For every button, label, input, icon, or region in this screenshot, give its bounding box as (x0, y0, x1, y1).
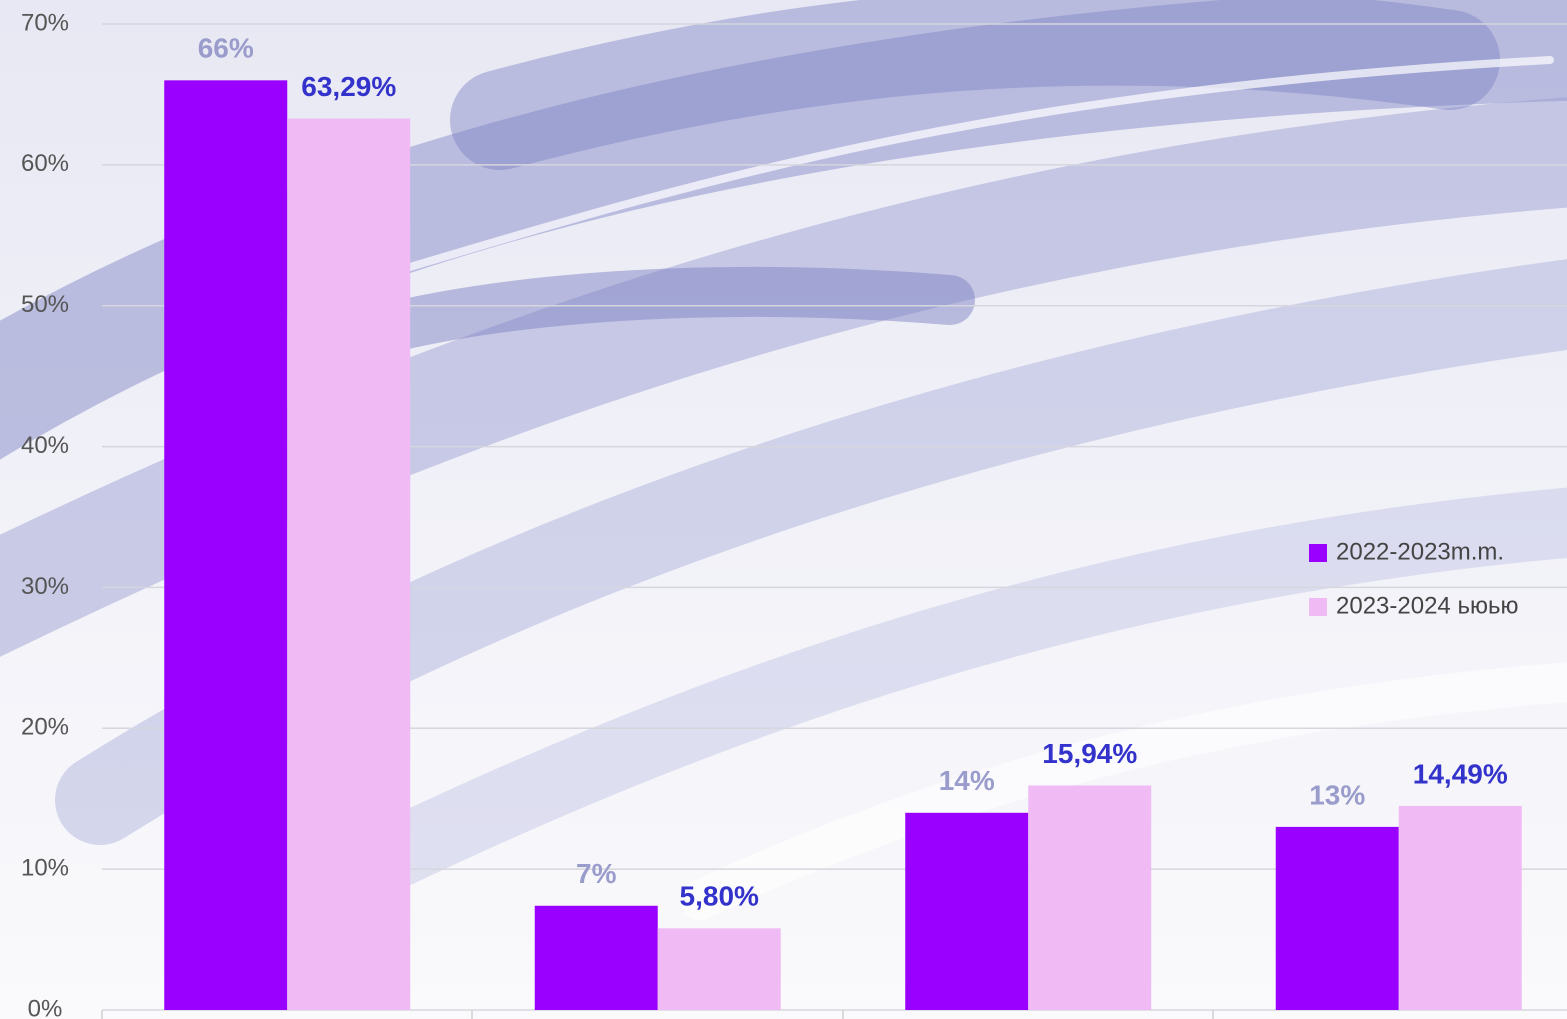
bar (164, 80, 288, 1011)
legend-label: 2022-2023m.m. (1336, 538, 1504, 565)
y-tick-label: 40% (21, 432, 69, 459)
category-separators (101, 1010, 1214, 1019)
value-label: 13% (1309, 779, 1365, 810)
value-label: 66% (198, 33, 254, 64)
y-tick-label: 20% (21, 714, 69, 741)
legend-swatch (1309, 544, 1327, 562)
value-label: 63,29% (301, 71, 396, 102)
y-tick-label: 50% (21, 291, 69, 318)
legend-label: 2023-2024 ьюью (1336, 592, 1518, 619)
bar (534, 905, 658, 1010)
y-tick-label: 0% (28, 995, 63, 1019)
bar (1398, 805, 1522, 1010)
bar (905, 812, 1029, 1010)
bar (657, 928, 781, 1010)
y-tick-label: 10% (21, 854, 69, 881)
y-tick-label: 30% (21, 573, 69, 600)
value-label: 5,80% (680, 881, 759, 912)
value-label: 15,94% (1042, 738, 1137, 769)
y-tick-label: 70% (21, 9, 69, 36)
bar (1028, 785, 1152, 1010)
legend-swatch (1309, 598, 1327, 616)
y-tick-label: 60% (21, 150, 69, 177)
value-label: 7% (576, 858, 617, 889)
bar (287, 118, 411, 1011)
value-label: 14% (939, 765, 995, 796)
bar (1275, 826, 1399, 1010)
value-label: 14,49% (1413, 758, 1508, 789)
